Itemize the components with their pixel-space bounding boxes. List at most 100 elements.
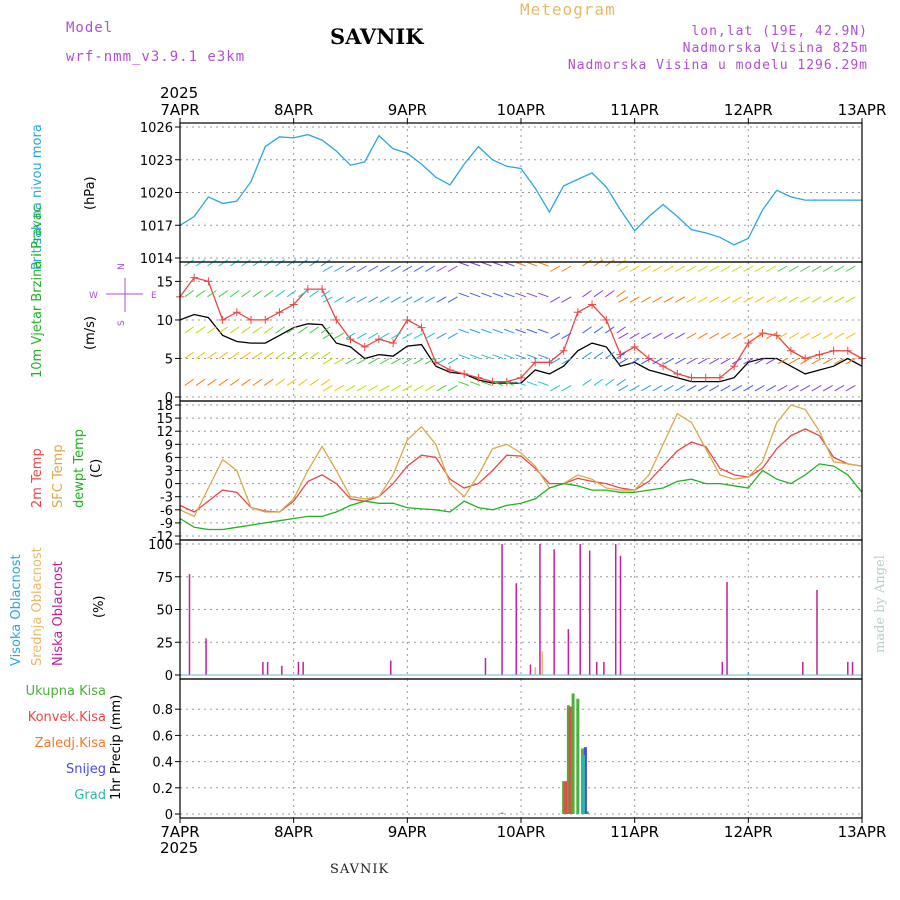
bar-precip-konvek-kisa [568, 706, 572, 814]
wind-arrow [492, 328, 504, 334]
y-tick-label: 15 [156, 412, 173, 427]
wind-arrow [834, 332, 845, 339]
wind-arrow [264, 290, 274, 298]
wind-arrow [766, 385, 777, 392]
wind-arrow [195, 351, 206, 359]
wind-arrow [492, 292, 504, 298]
wind-arrow [458, 328, 470, 334]
wind-arrow [379, 265, 390, 272]
wind-arrow [207, 259, 217, 267]
bar-cloud-niska-oblacnost [515, 583, 518, 675]
y-tick-label: 0 [165, 478, 173, 493]
footer-station: SAVNIK [330, 862, 390, 877]
wind-arrow [754, 385, 765, 392]
gust-marker [602, 315, 611, 324]
wind-arrow [766, 296, 777, 303]
wind-arrow [582, 259, 592, 267]
wind-arrow [845, 296, 856, 303]
gust-marker [616, 350, 625, 359]
bar-cloud-niska-oblacnost [501, 544, 503, 675]
wind-arrow [275, 351, 285, 359]
wind-arrow [582, 351, 592, 359]
wind-arrow [481, 261, 492, 267]
wind-arrow [616, 290, 626, 298]
wind-arrow [195, 378, 206, 386]
wind-arrow [743, 265, 754, 272]
wind-arrow [834, 296, 845, 303]
gust-marker [204, 277, 213, 286]
gust-marker [644, 354, 653, 363]
year-bottom: 2025 [160, 839, 199, 857]
wind-arrow [503, 381, 515, 386]
wind-arrow [264, 351, 274, 359]
legend-freezing-rain: Zaledj.Kisa [34, 736, 106, 751]
wind-arrow [618, 358, 629, 365]
bar-cloud-niska-oblacnost [484, 657, 487, 675]
wind-arrow [503, 328, 515, 334]
bar-cloud-niska-oblacnost [302, 661, 304, 675]
wind-arrow [754, 265, 765, 272]
bar-cloud-niska-oblacnost [588, 550, 591, 675]
wind-arrow [605, 259, 615, 267]
bar-cloud-niska-oblacnost [567, 629, 570, 675]
wind-arrow [537, 354, 549, 359]
gust-marker [659, 362, 668, 371]
wind-arrow [320, 326, 331, 334]
wind-arrow [334, 332, 345, 339]
wind-arrow [390, 385, 401, 392]
model-elevation: Nadmorska Visina u modelu 1296.29m [567, 58, 868, 73]
wind-arrow [731, 265, 742, 272]
wind-arrow [822, 358, 833, 365]
series-pressure-pritisak-na-nivou-mora [179, 133, 862, 246]
wind-arrow [582, 378, 592, 386]
y-tick-label: 0.6 [152, 729, 173, 744]
gust-marker [772, 331, 781, 340]
wind-arrow [413, 385, 424, 392]
wind-arrow [241, 326, 251, 334]
wind-arrow [241, 259, 251, 267]
gust-marker [488, 377, 497, 386]
wind-arrow [368, 385, 379, 392]
wind-arrow [640, 265, 652, 272]
wind-arrow [252, 351, 263, 359]
wind-arrow [298, 290, 308, 298]
wind-arrow [743, 358, 754, 365]
wind-arrow [629, 385, 640, 392]
wind-arrow [356, 296, 367, 303]
wind-arrow [686, 296, 697, 303]
wind-arrow [218, 259, 229, 267]
bar-cloud-niska-oblacnost [596, 661, 598, 675]
wind-arrow [686, 358, 697, 365]
wind-arrow [218, 326, 229, 334]
wind-arrow [697, 332, 708, 339]
wind-arrow [436, 296, 447, 303]
wind-arrow [777, 265, 788, 272]
wind-arrow [550, 385, 561, 392]
gust-marker [517, 373, 525, 382]
y-tick-label: 12 [156, 425, 173, 440]
wind-arrow [697, 358, 708, 365]
bar-precip-ukupna-kisa [562, 781, 566, 814]
wind-arrow [605, 378, 615, 386]
wind-arrow [322, 265, 333, 272]
bar-cloud-niska-oblacnost [614, 544, 617, 675]
y-tick-label: 1026 [140, 121, 173, 136]
y-tick-label: 18 [156, 399, 173, 414]
gust-marker [630, 342, 639, 351]
wind-arrow [822, 296, 833, 303]
bar-cloud-niska-oblacnost [603, 661, 605, 675]
bar-precip-ukupna-kisa [576, 698, 580, 814]
wind-arrow [286, 290, 297, 298]
bar-cloud-niska-oblacnost [553, 549, 555, 675]
wind-arrow [356, 385, 367, 392]
wind-arrow [709, 265, 720, 272]
wind-arrow [561, 385, 572, 392]
bar-cloud-niska-oblacnost [281, 665, 283, 675]
wind-arrow [345, 332, 356, 339]
wind-arrow [811, 385, 822, 392]
wind-arrow [275, 378, 285, 386]
wind-arrow [264, 259, 274, 267]
wind-arrow [458, 292, 470, 298]
wind-arrow [686, 332, 697, 339]
